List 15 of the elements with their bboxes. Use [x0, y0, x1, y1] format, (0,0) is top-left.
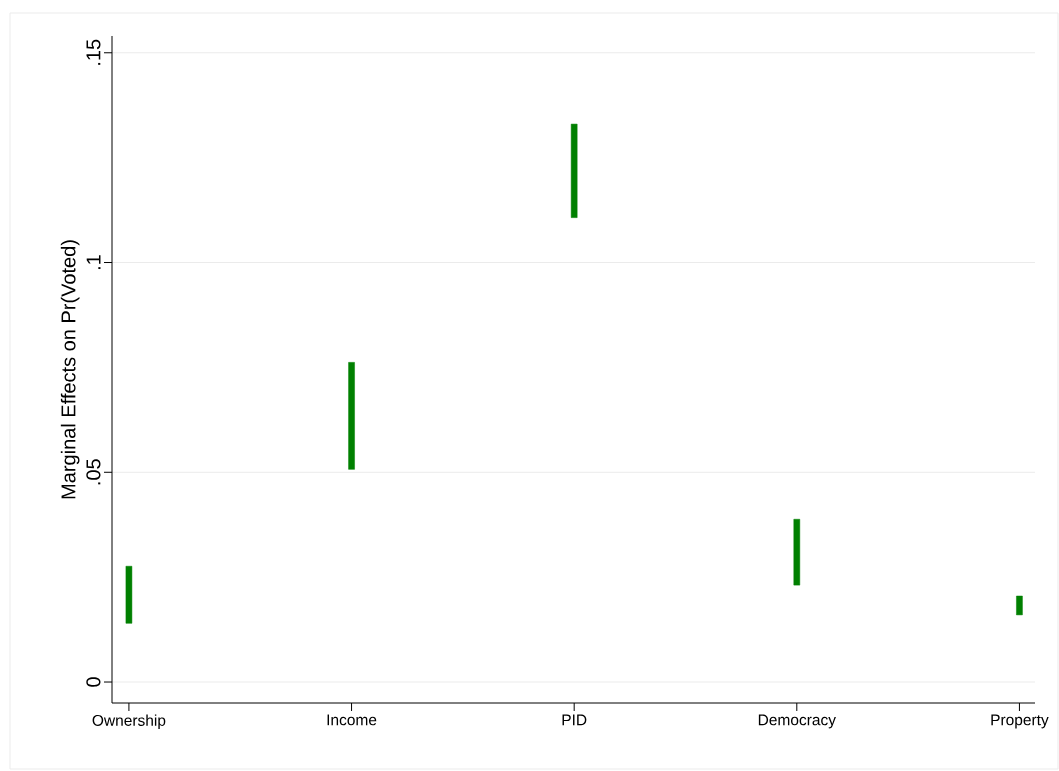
- bar: [348, 362, 355, 470]
- bar: [1016, 595, 1023, 616]
- x-tick-label: Income: [327, 714, 377, 726]
- x-tick-label: PID: [562, 714, 587, 726]
- x-tick-label: Ownership: [92, 714, 166, 729]
- bar: [793, 519, 801, 586]
- bar: [570, 123, 578, 218]
- y-tick-label: .05: [86, 459, 101, 485]
- x-tick-label: Property: [991, 714, 1049, 729]
- y-tick-label: .15: [86, 39, 101, 65]
- x-tick-label: Democracy: [758, 714, 836, 729]
- y-tick-label: 0: [86, 677, 101, 687]
- y-tick-label: .1: [86, 255, 101, 270]
- bar: [125, 565, 133, 624]
- y-axis-title: Marginal Effects on Pr(Voted): [60, 240, 80, 499]
